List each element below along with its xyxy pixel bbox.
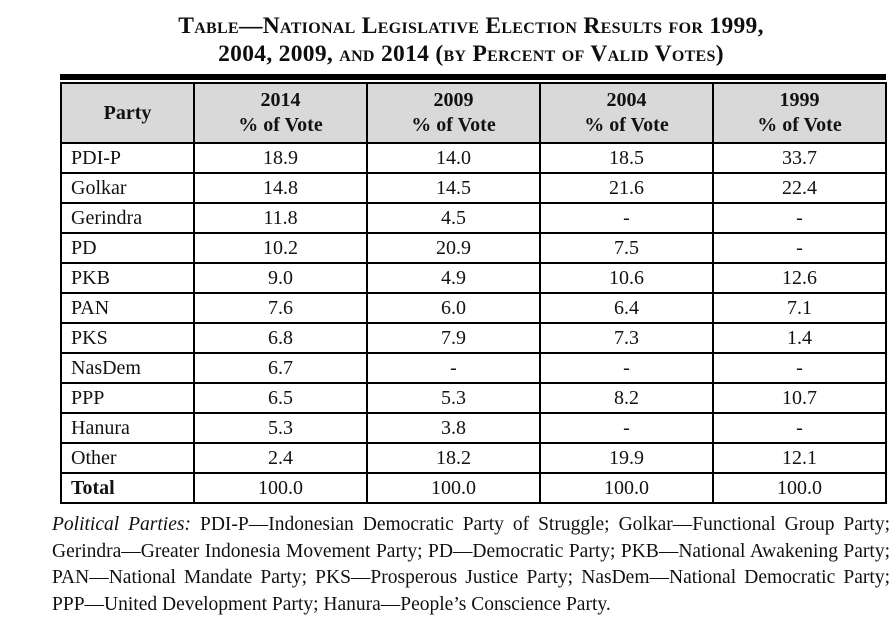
party-cell: Gerindra <box>60 202 195 235</box>
party-cell: Golkar <box>60 172 195 205</box>
col-header-1999-year: 1999 <box>779 89 820 112</box>
table-row-hanura: Hanura 5.3 3.8 - - <box>60 412 887 445</box>
table-header: Party 2014 % of Vote 2009 % of Vote 2004… <box>60 82 887 145</box>
col-header-2009: 2009 % of Vote <box>366 82 541 145</box>
value-cell: - <box>539 352 714 385</box>
value-cell: 7.1 <box>712 292 887 325</box>
value-cell: 18.9 <box>193 142 368 175</box>
party-cell: PKB <box>60 262 195 295</box>
col-header-2014: 2014 % of Vote <box>193 82 368 145</box>
footnote-label: Political Parties: <box>52 514 191 536</box>
table-row-other: Other 2.4 18.2 19.9 12.1 <box>60 442 887 475</box>
value-cell: 100.0 <box>366 472 541 505</box>
value-cell: 5.3 <box>193 412 368 445</box>
value-cell: 22.4 <box>712 172 887 205</box>
value-cell: 6.8 <box>193 322 368 355</box>
table-row-pkb: PKB 9.0 4.9 10.6 12.6 <box>60 262 887 295</box>
footnote-text: PDI-P—Indonesian Democratic Party of Str… <box>52 514 891 615</box>
value-cell: 19.9 <box>539 442 714 475</box>
value-cell: 2.4 <box>193 442 368 475</box>
col-header-2009-sub: % of Vote <box>411 114 496 137</box>
value-cell: 3.8 <box>366 412 541 445</box>
value-cell: 10.6 <box>539 262 714 295</box>
value-cell: - <box>712 202 887 235</box>
col-header-2004-year: 2004 <box>606 89 647 112</box>
table-row-pks: PKS 6.8 7.9 7.3 1.4 <box>60 322 887 355</box>
party-cell: PKS <box>60 322 195 355</box>
value-cell: 12.6 <box>712 262 887 295</box>
table-row-pdip: PDI-P 18.9 14.0 18.5 33.7 <box>60 142 887 175</box>
value-cell: 9.0 <box>193 262 368 295</box>
value-cell: 14.5 <box>366 172 541 205</box>
value-cell: 6.4 <box>539 292 714 325</box>
party-cell: Hanura <box>60 412 195 445</box>
col-header-1999-sub: % of Vote <box>757 114 842 137</box>
election-results-table: Party 2014 % of Vote 2009 % of Vote 2004… <box>60 82 887 505</box>
party-cell: PAN <box>60 292 195 325</box>
party-cell: Total <box>60 472 195 505</box>
value-cell: 4.9 <box>366 262 541 295</box>
value-cell: 100.0 <box>193 472 368 505</box>
value-cell: 33.7 <box>712 142 887 175</box>
col-header-2014-year: 2014 <box>260 89 301 112</box>
value-cell: 7.9 <box>366 322 541 355</box>
value-cell: 14.0 <box>366 142 541 175</box>
value-cell: 8.2 <box>539 382 714 415</box>
content-area: Table—National Legislative Election Resu… <box>52 12 890 618</box>
table-row-pan: PAN 7.6 6.0 6.4 7.1 <box>60 292 887 325</box>
value-cell: 7.5 <box>539 232 714 265</box>
value-cell: 11.8 <box>193 202 368 235</box>
party-cell: Other <box>60 442 195 475</box>
value-cell: 6.7 <box>193 352 368 385</box>
value-cell: 4.5 <box>366 202 541 235</box>
table-row-gerindra: Gerindra 11.8 4.5 - - <box>60 202 887 235</box>
party-cell: PDI-P <box>60 142 195 175</box>
table-row-total: Total 100.0 100.0 100.0 100.0 <box>60 472 887 505</box>
table-title-line1: Table—National Legislative Election Resu… <box>178 13 764 39</box>
col-header-2009-year: 2009 <box>433 89 474 112</box>
value-cell: - <box>539 412 714 445</box>
value-cell: 10.2 <box>193 232 368 265</box>
table-title-line2: 2004, 2009, and 2014 (by Percent of Vali… <box>218 41 724 68</box>
value-cell: 7.3 <box>539 322 714 355</box>
value-cell: 6.0 <box>366 292 541 325</box>
value-cell: 21.6 <box>539 172 714 205</box>
value-cell: - <box>712 352 887 385</box>
value-cell: 12.1 <box>712 442 887 475</box>
value-cell: 100.0 <box>539 472 714 505</box>
table-title: Table—National Legislative Election Resu… <box>52 12 890 68</box>
value-cell: 7.6 <box>193 292 368 325</box>
value-cell: 18.5 <box>539 142 714 175</box>
table-row-ppp: PPP 6.5 5.3 8.2 10.7 <box>60 382 887 415</box>
value-cell: - <box>366 352 541 385</box>
col-header-2004: 2004 % of Vote <box>539 82 714 145</box>
table-body: PDI-P 18.9 14.0 18.5 33.7 Golkar 14.8 14… <box>60 142 887 505</box>
value-cell: 20.9 <box>366 232 541 265</box>
footnote: Political Parties: PDI-P—Indonesian Demo… <box>52 512 890 618</box>
value-cell: 10.7 <box>712 382 887 415</box>
party-cell: PD <box>60 232 195 265</box>
table-row-pd: PD 10.2 20.9 7.5 - <box>60 232 887 265</box>
value-cell: 18.2 <box>366 442 541 475</box>
table-row-golkar: Golkar 14.8 14.5 21.6 22.4 <box>60 172 887 205</box>
value-cell: 6.5 <box>193 382 368 415</box>
col-header-2004-sub: % of Vote <box>584 114 669 137</box>
col-header-party: Party <box>60 82 195 145</box>
value-cell: 1.4 <box>712 322 887 355</box>
party-cell: PPP <box>60 382 195 415</box>
value-cell: - <box>712 232 887 265</box>
value-cell: - <box>712 412 887 445</box>
table-row-nasdem: NasDem 6.7 - - - <box>60 352 887 385</box>
value-cell: 100.0 <box>712 472 887 505</box>
party-cell: NasDem <box>60 352 195 385</box>
value-cell: 14.8 <box>193 172 368 205</box>
header-row: Party 2014 % of Vote 2009 % of Vote 2004… <box>60 82 887 145</box>
value-cell: 5.3 <box>366 382 541 415</box>
col-header-2014-sub: % of Vote <box>238 114 323 137</box>
top-thick-rule <box>60 74 886 81</box>
col-header-1999: 1999 % of Vote <box>712 82 887 145</box>
value-cell: - <box>539 202 714 235</box>
